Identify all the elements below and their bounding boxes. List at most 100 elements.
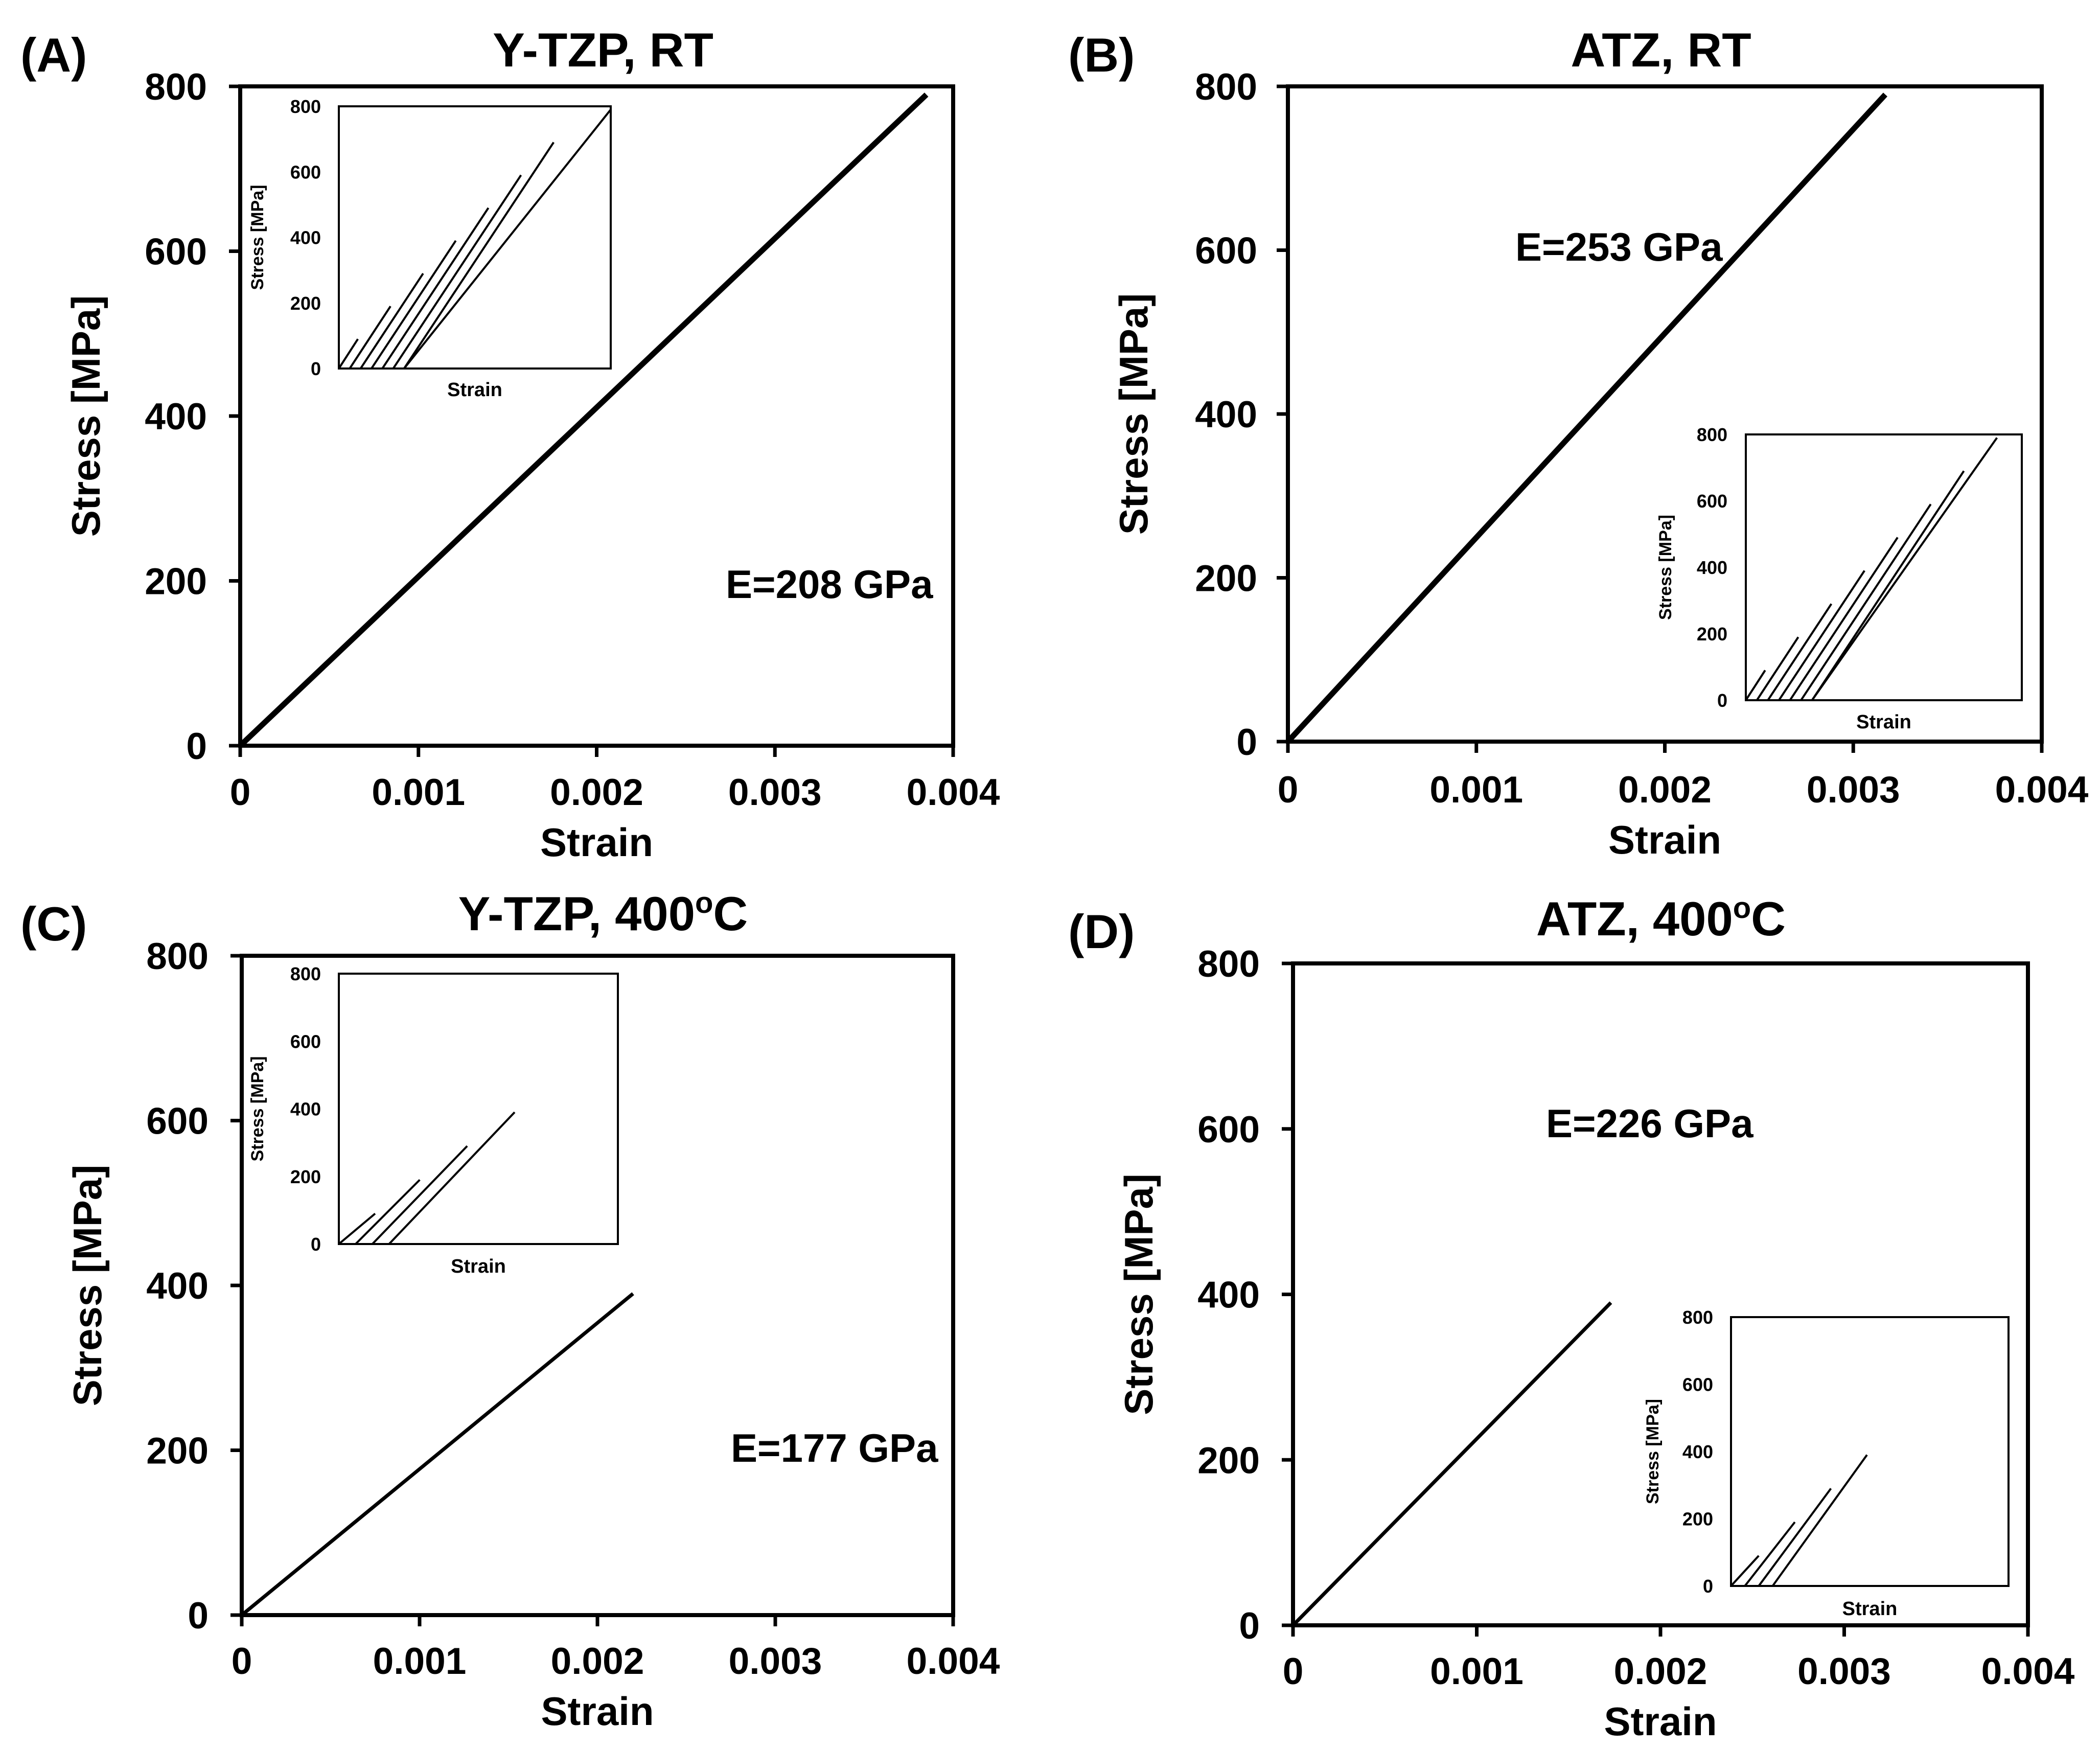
- inset-cycle-line: [1778, 570, 1865, 701]
- x-tick-label: 0.003: [729, 1641, 822, 1682]
- inset-y-tick-label: 800: [1697, 424, 1727, 445]
- y-tick-label: 600: [145, 232, 207, 273]
- inset-chart: 0 200 400 600 800 Strain Stress [MPa]: [248, 963, 619, 1277]
- y-tick-label: 400: [145, 396, 207, 438]
- inset-y-tick-label: 600: [1682, 1374, 1713, 1395]
- x-tick-label: 0.004: [1981, 1651, 2075, 1692]
- chart-title: ATZ, RT: [1571, 23, 1751, 77]
- inset-x-axis-label: Strain: [1842, 1598, 1898, 1620]
- inset-x-axis-label: Strain: [451, 1256, 506, 1277]
- x-tick-label: 0.003: [728, 772, 822, 813]
- inset-y-axis-label: Stress [MPa]: [1656, 515, 1675, 620]
- x-tick-label: 0.003: [1797, 1651, 1891, 1692]
- x-tick-label: 0.002: [1618, 769, 1712, 811]
- x-tick-label: 0.003: [1807, 769, 1900, 811]
- chart-title: Y-TZP, RT: [493, 23, 713, 77]
- x-tick-label: 0: [230, 772, 251, 813]
- inset-y-tick-label: 200: [1697, 624, 1727, 645]
- y-tick-label: 800: [1197, 943, 1260, 985]
- panel-label: (A): [20, 28, 87, 82]
- chart-title-unit: C: [1751, 892, 1786, 946]
- inset-cycle-line: [349, 306, 391, 370]
- chart-title-degree: o: [1733, 891, 1751, 925]
- chart-title-main: Y-TZP, 400: [458, 887, 695, 940]
- inset-y-tick-label: 200: [1682, 1509, 1713, 1530]
- y-axis-label: Stress [MPa]: [65, 1165, 110, 1407]
- inset-frame: [338, 973, 619, 1245]
- panel-label: (C): [20, 897, 87, 951]
- y-tick-label: 400: [146, 1265, 209, 1307]
- modulus-annotation: E=253 GPa: [1515, 224, 1723, 269]
- inset-y-tick-label: 400: [1697, 557, 1727, 578]
- x-axis-label: Strain: [540, 820, 653, 865]
- inset-chart: 0 200 400 600 800 Strain Stress [MPa]: [248, 96, 612, 401]
- y-tick-label: 600: [146, 1101, 209, 1142]
- y-tick-label: 800: [145, 66, 207, 108]
- stress-strain-line: [1285, 93, 1887, 744]
- inset-cycle-line: [1730, 1555, 1760, 1587]
- x-tick-label: 0.001: [372, 772, 465, 813]
- inset-cycle-line: [1767, 603, 1833, 701]
- y-axis-label: Stress [MPa]: [1116, 1173, 1161, 1415]
- inset-frame: [1730, 1316, 2010, 1587]
- inset-y-tick-label: 600: [290, 162, 321, 182]
- chart-title-main: Y-TZP, RT: [493, 23, 713, 77]
- inset-y-tick-label: 600: [1697, 491, 1727, 512]
- y-tick-label: 0: [1239, 1605, 1260, 1647]
- y-tick-label: 600: [1197, 1109, 1260, 1150]
- modulus-annotation: E=177 GPa: [731, 1425, 938, 1470]
- chart-title-unit: C: [713, 887, 748, 940]
- inset-x-axis-label: Strain: [1856, 711, 1911, 733]
- inset-cycle-line: [1811, 437, 1998, 701]
- inset-y-tick-label: 600: [290, 1031, 321, 1052]
- chart-title: Y-TZP, 400oC: [458, 886, 748, 940]
- inset-y-tick-label: 200: [290, 293, 321, 314]
- inset-cycle-line: [338, 1212, 376, 1245]
- inset-y-axis-label: Stress [MPa]: [248, 1056, 267, 1162]
- inset-chart: 0 200 400 600 800 Strain Stress [MPa]: [1656, 424, 2023, 733]
- inset-y-tick-label: 800: [290, 963, 321, 984]
- chart-title-main: ATZ, 400: [1536, 892, 1733, 946]
- inset-cycle-line: [1756, 636, 1799, 701]
- inset-y-tick-label: 400: [290, 227, 321, 248]
- inset-cycle-line: [359, 272, 424, 370]
- chart-panel-4: (D) ATZ, 400oC 0 200 400 600 800 0 0.001 0.002 0.0…: [1068, 891, 2075, 1744]
- y-tick-label: 200: [1197, 1440, 1260, 1481]
- y-tick-label: 800: [1195, 66, 1257, 108]
- y-tick-label: 200: [1195, 558, 1257, 600]
- inset-y-tick-label: 400: [290, 1099, 321, 1120]
- inset-cycle-line: [381, 207, 490, 370]
- x-tick-label: 0.001: [1429, 769, 1523, 811]
- modulus-annotation: E=208 GPa: [726, 562, 933, 607]
- y-axis-label: Stress [MPa]: [1111, 293, 1156, 535]
- chart-title-main: ATZ, RT: [1571, 23, 1751, 77]
- y-tick-label: 400: [1195, 394, 1257, 435]
- y-tick-label: 0: [1236, 722, 1257, 763]
- inset-y-tick-label: 200: [290, 1166, 321, 1187]
- inset-cycle-line: [1758, 1488, 1832, 1587]
- x-tick-label: 0.002: [550, 772, 643, 813]
- x-tick-label: 0.002: [551, 1641, 644, 1682]
- inset-y-tick-label: 0: [311, 358, 321, 379]
- inset-cycle-line: [1771, 1454, 1868, 1587]
- x-tick-label: 0.004: [907, 772, 1000, 813]
- x-axis-label: Strain: [1608, 817, 1721, 862]
- stress-strain-line: [1291, 1301, 1612, 1627]
- inset-cycle-line: [371, 240, 457, 370]
- panel-label: (B): [1068, 28, 1135, 82]
- inset-cycle-line: [392, 174, 522, 370]
- inset-cycle-line: [1744, 1521, 1796, 1587]
- inset-cycle-line: [1800, 503, 1932, 701]
- x-tick-label: 0.004: [907, 1641, 1000, 1682]
- inset-cycle-line: [388, 1111, 516, 1245]
- y-tick-label: 0: [186, 726, 207, 767]
- x-axis-label: Strain: [541, 1689, 654, 1734]
- inset-cycle-line: [338, 338, 359, 370]
- inset-y-tick-label: 800: [290, 96, 321, 117]
- modulus-annotation: E=226 GPa: [1546, 1101, 1753, 1146]
- inset-cycle-line: [372, 1145, 468, 1245]
- x-tick-label: 0: [1283, 1651, 1304, 1692]
- x-axis-label: Strain: [1604, 1699, 1717, 1744]
- inset-chart: 0 200 400 600 800 Strain Stress [MPa]: [1643, 1307, 2010, 1620]
- y-tick-label: 400: [1197, 1275, 1260, 1316]
